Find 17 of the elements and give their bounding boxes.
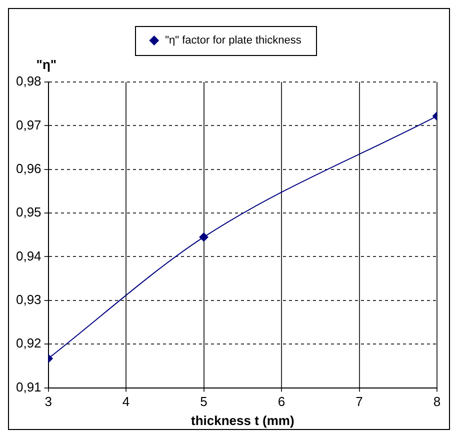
- x-axis-title: thickness t (mm): [190, 412, 294, 428]
- x-tick-label: 4: [122, 394, 130, 410]
- x-tick-label: 8: [433, 394, 441, 410]
- y-tick-label: 0,94: [16, 248, 42, 264]
- y-tick-label: 0,93: [16, 292, 42, 308]
- y-tick-label: 0,98: [16, 74, 42, 89]
- y-tick-label: 0,95: [16, 204, 42, 220]
- y-tick-label: 0,91: [16, 379, 42, 394]
- legend-label: "η" factor for plate thickness: [165, 34, 302, 47]
- y-tick-label: 0,96: [16, 160, 42, 176]
- x-tick-label: 6: [278, 394, 286, 410]
- y-tick-label: 0,97: [16, 117, 42, 132]
- y-tick-label: 0,92: [16, 336, 42, 351]
- x-tick-label: 3: [44, 394, 52, 410]
- y-axis-title: "η": [36, 57, 57, 72]
- x-tick-label: 7: [356, 394, 363, 410]
- x-tick-label: 5: [200, 394, 208, 410]
